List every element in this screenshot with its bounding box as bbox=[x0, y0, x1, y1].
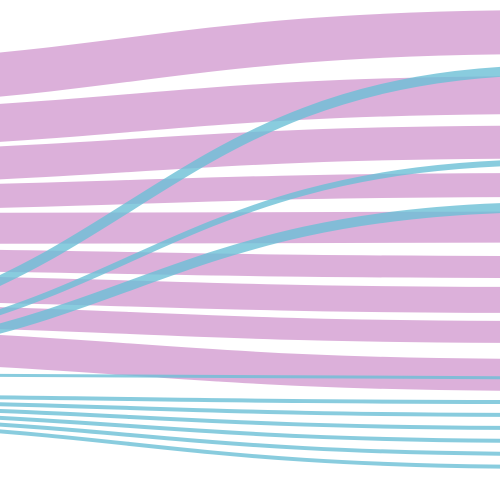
flow-link bbox=[0, 10, 500, 97]
flow-link bbox=[0, 211, 500, 245]
flow-link bbox=[0, 160, 500, 316]
flow-link bbox=[0, 429, 500, 469]
flow-link bbox=[0, 402, 500, 417]
flow-link bbox=[0, 373, 500, 380]
flow-link bbox=[0, 249, 500, 278]
flow-link bbox=[0, 408, 500, 430]
flow-link bbox=[0, 276, 500, 313]
flow-link bbox=[0, 307, 500, 343]
flow-link bbox=[0, 67, 500, 286]
flow-link bbox=[0, 415, 500, 443]
flow-link bbox=[0, 203, 500, 334]
flow-link bbox=[0, 125, 500, 180]
flow-link bbox=[0, 395, 500, 404]
flow-link bbox=[0, 334, 500, 391]
flow-link bbox=[0, 173, 500, 208]
flow-link bbox=[0, 76, 500, 142]
flow-link bbox=[0, 422, 500, 456]
